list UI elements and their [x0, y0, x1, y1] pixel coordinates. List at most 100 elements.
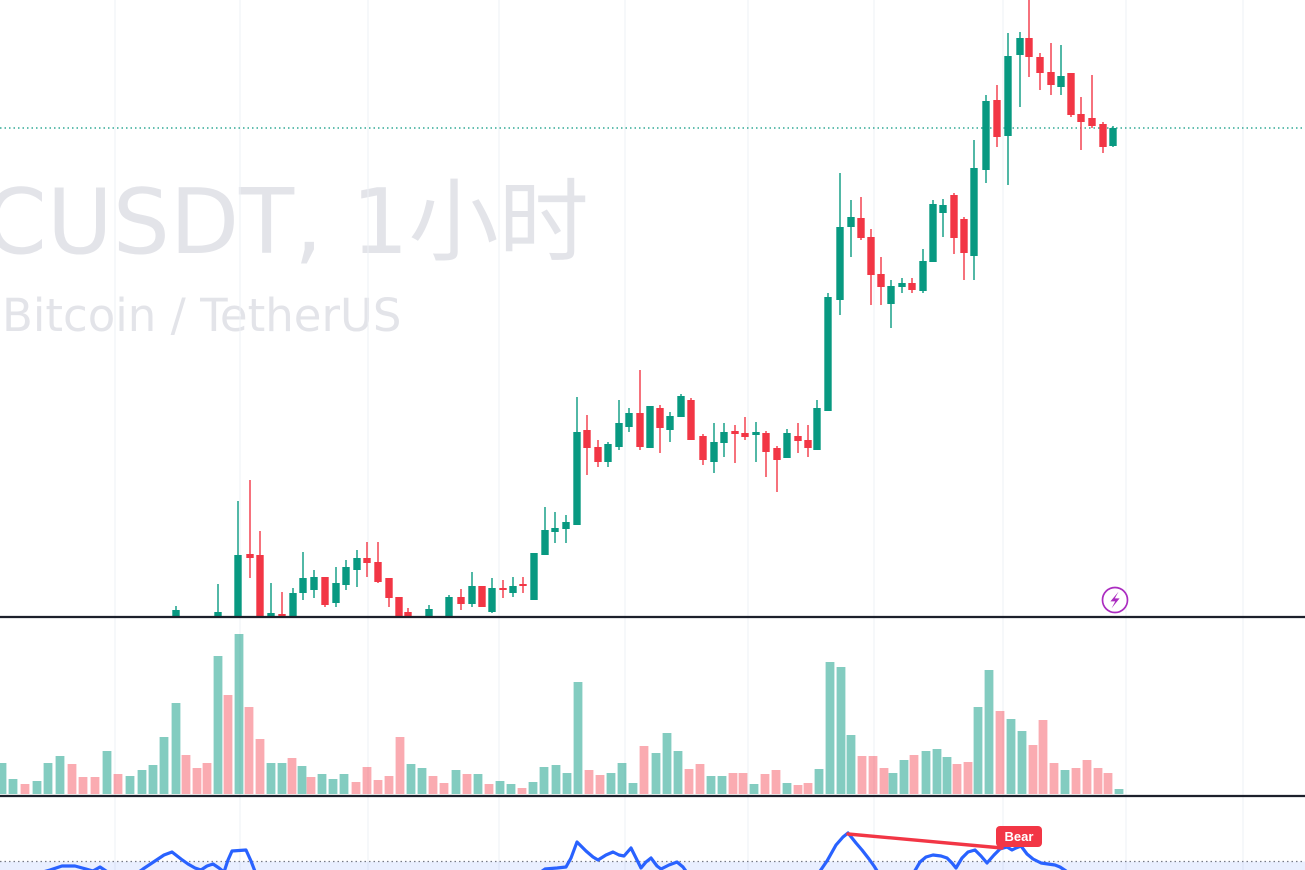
- volume-bar: [223, 695, 233, 794]
- volume-bar: [244, 707, 254, 794]
- candle-body: [374, 562, 382, 582]
- candle-body: [551, 528, 559, 532]
- candle-body: [794, 436, 802, 441]
- candle-body: [604, 444, 612, 462]
- candle-body: [353, 558, 361, 570]
- volume-bar: [213, 656, 223, 794]
- volume-bar: [506, 784, 516, 794]
- volume-bar: [606, 773, 616, 794]
- volume-bar: [406, 764, 416, 794]
- volume-bar: [814, 769, 824, 794]
- rsi-band-fill: [0, 861, 1305, 870]
- volume-bar: [266, 763, 276, 794]
- candle-body: [499, 588, 507, 590]
- candles-series: [172, 0, 1117, 617]
- volume-bar: [899, 760, 909, 794]
- candle-body: [898, 283, 906, 287]
- volume-bar: [573, 682, 583, 794]
- volume-bar: [771, 770, 781, 794]
- volume-bar: [43, 763, 53, 794]
- candle-body: [342, 567, 350, 585]
- candle-body: [656, 408, 664, 428]
- candle-body: [836, 227, 844, 300]
- volume-bar: [1093, 768, 1103, 794]
- candle-body: [773, 448, 781, 460]
- volume-bar: [113, 774, 123, 794]
- volume-bar: [287, 758, 297, 794]
- candle-body: [710, 442, 718, 462]
- volume-bar: [439, 783, 449, 794]
- candle-body: [509, 586, 517, 593]
- candle-body: [267, 613, 275, 617]
- volume-bar: [952, 764, 962, 794]
- volume-bar: [760, 774, 770, 794]
- volume-bar: [148, 765, 158, 794]
- volume-bar: [942, 757, 952, 794]
- volume-bar: [517, 788, 527, 794]
- volume-bar: [995, 711, 1005, 794]
- candle-body: [172, 610, 180, 617]
- volume-bar: [921, 751, 931, 794]
- volume-bar: [1028, 745, 1038, 794]
- candle-body: [395, 597, 403, 617]
- volume-bar: [234, 634, 244, 794]
- volume-bar: [90, 777, 100, 794]
- volume-bar: [202, 763, 212, 794]
- volume-bar: [137, 770, 147, 794]
- candle-body: [1067, 73, 1075, 115]
- volume-bar: [159, 737, 169, 794]
- candle-body: [404, 612, 412, 617]
- volume-bar: [451, 770, 461, 794]
- volume-bar: [362, 767, 372, 794]
- candle-body: [762, 433, 770, 452]
- candle-body: [939, 205, 947, 213]
- candle-body: [363, 558, 371, 563]
- candle-body: [783, 433, 791, 458]
- volume-bar: [562, 773, 572, 794]
- volume-bar: [836, 667, 846, 794]
- volume-bar: [879, 768, 889, 794]
- volume-bar: [32, 781, 42, 794]
- volume-bar: [297, 766, 307, 794]
- lightning-bolt-icon: [1110, 591, 1120, 609]
- candle-body: [666, 416, 674, 430]
- candle-body: [457, 597, 465, 604]
- candle-body: [887, 286, 895, 304]
- volume-bar: [617, 763, 627, 794]
- candle-body: [1109, 128, 1117, 146]
- candle-body: [813, 408, 821, 450]
- volume-bar: [1017, 731, 1027, 794]
- volume-bar: [328, 779, 338, 794]
- candle-body: [332, 583, 340, 603]
- candle-body: [929, 204, 937, 262]
- volume-bar: [473, 774, 483, 794]
- volume-bar: [717, 776, 727, 794]
- candle-body: [919, 261, 927, 291]
- candle-body: [234, 555, 242, 617]
- candle-body: [1016, 38, 1024, 55]
- candle-body: [867, 237, 875, 275]
- candle-body: [847, 217, 855, 227]
- volume-bar: [277, 763, 287, 794]
- volume-bar: [528, 782, 538, 794]
- volume-bar: [55, 756, 65, 794]
- candle-body: [908, 283, 916, 290]
- bear-divergence-line[interactable]: [846, 832, 1004, 850]
- volume-bar: [1006, 719, 1016, 794]
- candle-body: [541, 530, 549, 555]
- volume-bar: [484, 784, 494, 794]
- volume-bar: [749, 784, 759, 794]
- candle-body: [741, 433, 749, 437]
- candle-body: [677, 396, 685, 417]
- volume-bar: [495, 781, 505, 794]
- volume-series: [0, 634, 1124, 794]
- volume-bar: [0, 763, 7, 794]
- candle-body: [385, 578, 393, 598]
- volume-bar: [793, 785, 803, 794]
- volume-bar: [20, 784, 30, 794]
- volume-bar: [909, 755, 919, 794]
- candle-body: [950, 195, 958, 238]
- bear-label-badge[interactable]: [996, 826, 1042, 847]
